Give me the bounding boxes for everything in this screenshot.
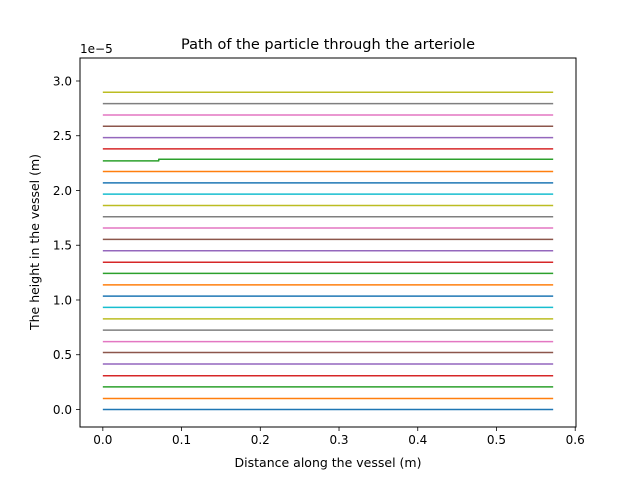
- x-tick-label: 0.3: [329, 433, 348, 447]
- y-tick-label: 1.0: [53, 293, 72, 307]
- x-axis-ticks: 0.0 0.1 0.2 0.3 0.4 0.5 0.6: [93, 427, 585, 447]
- x-tick-label: 0.4: [408, 433, 427, 447]
- x-tick-label: 0.0: [93, 433, 112, 447]
- y-axis-label: The height in the vessel (m): [27, 154, 42, 331]
- series-line-23: [102, 158, 554, 162]
- x-axis-label: Distance along the vessel (m): [235, 455, 422, 470]
- y-tick-label: 2.0: [53, 184, 72, 198]
- y-tick-label: 3.0: [53, 74, 72, 88]
- x-tick-label: 0.1: [172, 433, 191, 447]
- y-tick-label: 0.0: [53, 403, 72, 417]
- x-tick-label: 0.2: [251, 433, 270, 447]
- x-tick-label: 0.6: [566, 433, 585, 447]
- y-axis-offset-label: 1e−5: [80, 42, 113, 56]
- y-tick-label: 2.5: [53, 129, 72, 143]
- y-tick-label: 1.5: [53, 239, 72, 253]
- plot-area-frame: [79, 57, 577, 428]
- series-layer: [102, 91, 554, 411]
- y-axis-ticks: 0.0 0.5 1.0 1.5 2.0 2.5 3.0: [53, 74, 80, 417]
- x-tick-label: 0.5: [487, 433, 506, 447]
- y-tick-label: 0.5: [53, 348, 72, 362]
- chart-title: Path of the particle through the arterio…: [181, 37, 475, 53]
